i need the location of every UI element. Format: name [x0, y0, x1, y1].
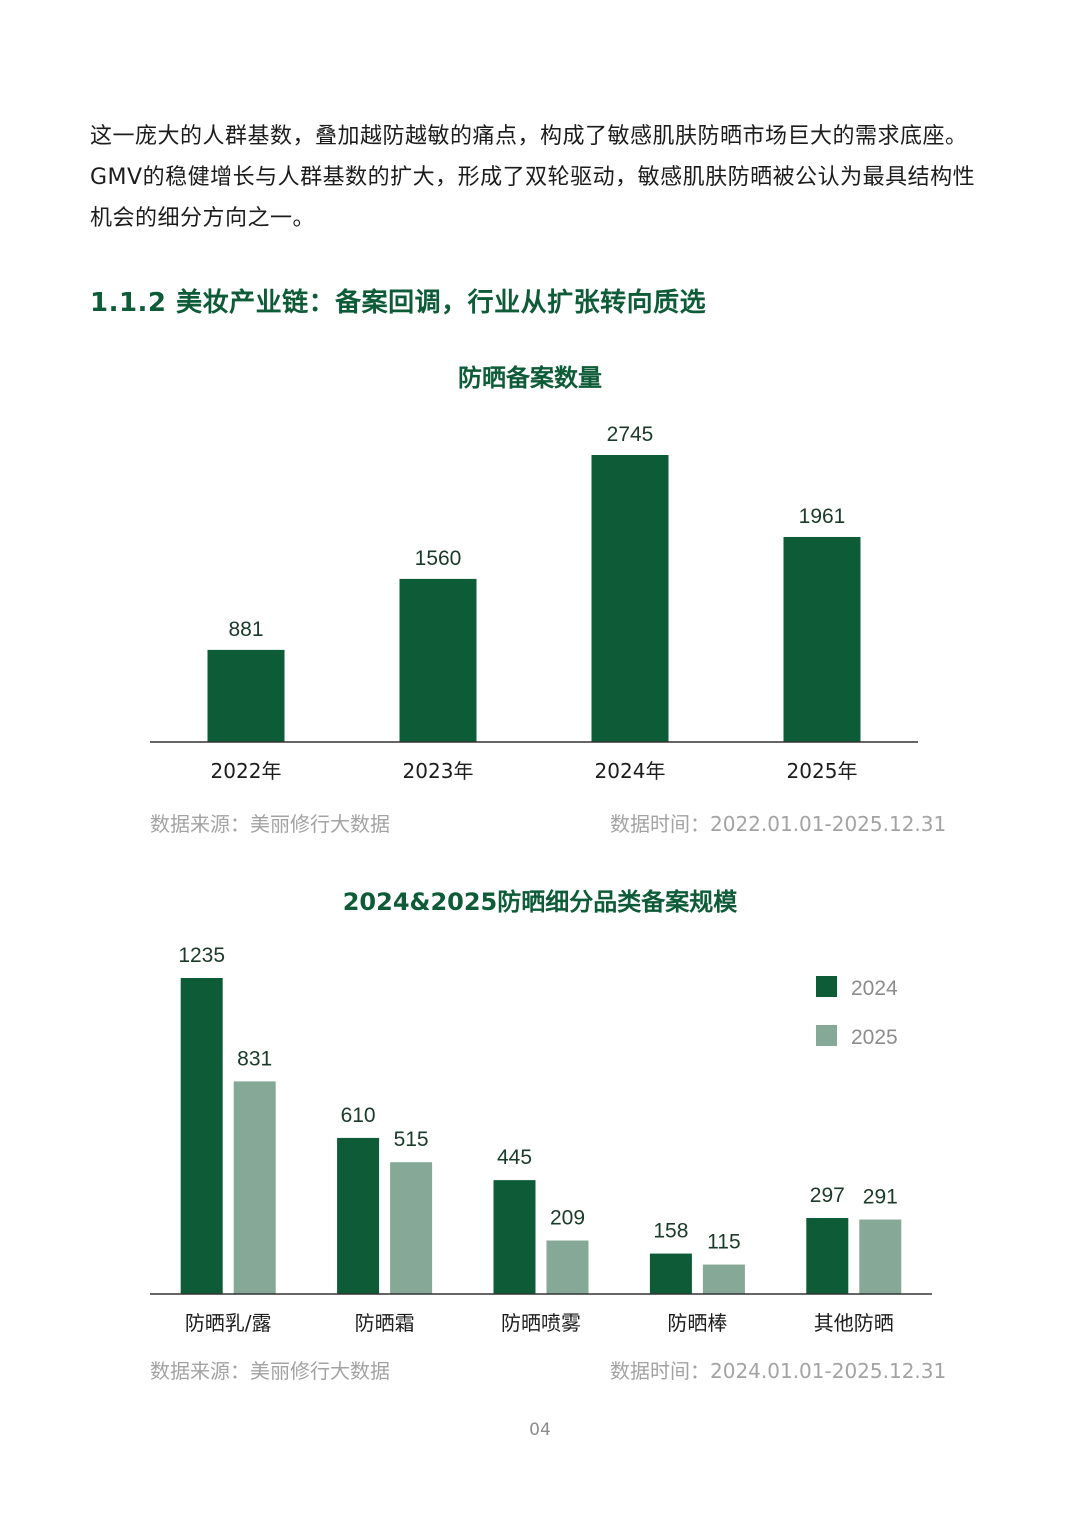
section-heading: 1.1.2 美妆产业链：备案回调，行业从扩张转向质选: [90, 288, 707, 318]
bar-防晒乳/露-2025: [233, 1081, 276, 1294]
x-tick-label: 其他防晒: [814, 1311, 894, 1335]
intro-paragraph: 这一庞大的人群基数，叠加越防越敏的痛点，构成了敏感肌肤防晒市场巨大的需求底座。G…: [90, 124, 976, 231]
x-tick-label: 防晒乳/露: [185, 1311, 272, 1335]
category-filing-chart: 1235 831 防晒乳/露 610 515 防晒霜 445 209 防晒喷雾 158 115 防晒棒…: [150, 944, 932, 1335]
bar-value-label: 445: [497, 1146, 532, 1169]
bar-value-label: 2745: [607, 423, 654, 446]
bar-value-label: 297: [810, 1184, 845, 1207]
legend-label: 2024: [851, 977, 898, 1000]
bar-防晒喷雾-2024: [493, 1180, 536, 1294]
bar-其他防晒-2025: [859, 1219, 902, 1294]
bar-value-label: 115: [707, 1231, 740, 1254]
x-tick-label: 防晒霜: [355, 1311, 415, 1335]
bar-value-label: 610: [341, 1104, 376, 1127]
bar-防晒霜-2025: [390, 1162, 433, 1294]
bar-value-label: 158: [653, 1220, 688, 1243]
bar-value-label: 1560: [415, 547, 462, 570]
legend-swatch-2024: [816, 976, 837, 997]
chart1-title: 防晒备案数量: [458, 364, 602, 392]
bar-2022年: [207, 649, 285, 742]
filing-count-chart: 881 2022年 1560 2023年 2745 2024年 1961 2025年: [150, 423, 918, 783]
x-tick-label: 2022年: [211, 759, 282, 783]
chart1-source: 数据来源：美丽修行大数据: [150, 812, 390, 836]
chart2-title: 2024&2025防晒细分品类备案规模: [342, 888, 738, 916]
bar-2024年: [591, 455, 669, 742]
bar-2023年: [399, 578, 477, 742]
bar-防晒乳/露-2024: [180, 978, 223, 1294]
bar-value-label: 881: [228, 618, 263, 641]
legend-swatch-2025: [816, 1025, 837, 1046]
bar-2025年: [783, 536, 861, 742]
bar-value-label: 291: [863, 1186, 898, 1209]
bar-其他防晒-2024: [806, 1218, 849, 1294]
chart2-source: 数据来源：美丽修行大数据: [150, 1359, 390, 1383]
legend-label: 2025: [851, 1026, 898, 1049]
x-tick-label: 2023年: [403, 759, 474, 783]
bar-防晒喷雾-2025: [546, 1240, 589, 1294]
x-tick-label: 防晒棒: [667, 1311, 727, 1335]
x-tick-label: 2024年: [595, 759, 666, 783]
bar-value-label: 1235: [178, 944, 225, 967]
bar-value-label: 209: [550, 1207, 585, 1230]
bar-防晒棒-2025: [702, 1264, 745, 1294]
x-tick-label: 2025年: [787, 759, 858, 783]
bar-value-label: 831: [237, 1047, 272, 1070]
bar-value-label: 515: [394, 1128, 429, 1151]
chart1-period: 数据时间：2022.01.01-2025.12.31: [610, 812, 947, 836]
bar-防晒霜-2024: [337, 1137, 380, 1294]
page-number: 04: [529, 1420, 551, 1440]
bar-value-label: 1961: [799, 505, 846, 528]
x-tick-label: 防晒喷雾: [501, 1311, 581, 1335]
bar-防晒棒-2024: [649, 1253, 692, 1294]
chart2-period: 数据时间：2024.01.01-2025.12.31: [610, 1359, 947, 1383]
